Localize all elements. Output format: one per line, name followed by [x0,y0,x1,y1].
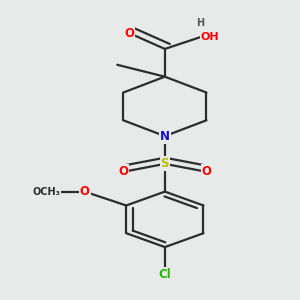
Text: OH: OH [200,32,219,42]
Text: N: N [160,130,170,142]
Text: S: S [160,158,169,170]
Text: H: H [196,18,205,28]
Text: OCH₃: OCH₃ [32,187,60,196]
Text: O: O [80,185,90,198]
Text: O: O [124,27,134,40]
Text: O: O [202,165,212,178]
Text: O: O [118,165,128,178]
Text: Cl: Cl [158,268,171,281]
